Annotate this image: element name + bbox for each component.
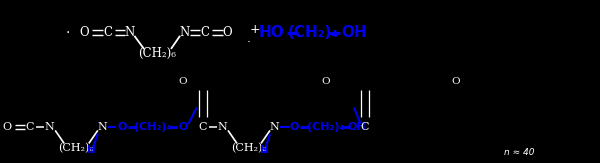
Text: ·: · bbox=[65, 26, 70, 40]
Text: N: N bbox=[218, 122, 227, 132]
Text: HO: HO bbox=[259, 25, 284, 40]
Text: OH: OH bbox=[347, 122, 367, 132]
Text: (CH₂)₆: (CH₂)₆ bbox=[138, 47, 176, 60]
Text: N: N bbox=[124, 26, 135, 39]
Text: (CH₂)₆: (CH₂)₆ bbox=[58, 143, 94, 154]
Text: O: O bbox=[79, 26, 89, 39]
Text: O: O bbox=[289, 122, 299, 132]
Text: N: N bbox=[179, 26, 190, 39]
Text: (CH₂)₄: (CH₂)₄ bbox=[288, 25, 338, 40]
Text: N: N bbox=[98, 122, 107, 132]
Text: C: C bbox=[26, 122, 34, 132]
Text: ·: · bbox=[247, 36, 251, 49]
Text: O: O bbox=[178, 122, 188, 132]
Text: C: C bbox=[103, 26, 112, 39]
Text: N: N bbox=[45, 122, 55, 132]
Text: +: + bbox=[250, 23, 260, 36]
Text: O: O bbox=[117, 122, 127, 132]
Text: H: H bbox=[87, 145, 95, 155]
Text: OH: OH bbox=[341, 25, 367, 40]
Text: N: N bbox=[270, 122, 280, 132]
Text: n ≈ 40: n ≈ 40 bbox=[504, 148, 534, 157]
Text: O: O bbox=[452, 77, 460, 86]
Text: O: O bbox=[223, 26, 232, 39]
Text: C: C bbox=[201, 26, 210, 39]
Text: O: O bbox=[322, 77, 330, 86]
Text: H: H bbox=[260, 145, 268, 155]
Text: (CH₂)₆: (CH₂)₆ bbox=[231, 143, 267, 154]
Text: O: O bbox=[2, 122, 12, 132]
Text: (CH₂)₄: (CH₂)₄ bbox=[307, 122, 344, 132]
Text: (CH₂)₄: (CH₂)₄ bbox=[134, 122, 172, 132]
Text: O: O bbox=[179, 77, 187, 86]
Text: C: C bbox=[199, 122, 207, 132]
Text: C: C bbox=[361, 122, 369, 132]
